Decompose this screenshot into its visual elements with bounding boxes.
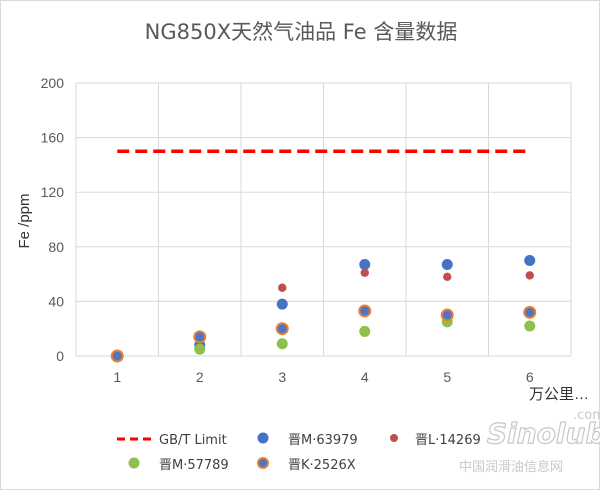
y-tick-label: 80 (48, 239, 64, 255)
point-series-2 (276, 338, 288, 350)
y-axis-label: Fe /ppm (16, 193, 33, 248)
point-series-3 (110, 349, 124, 363)
grid (75, 82, 572, 357)
point-series-3 (440, 308, 454, 322)
chart-title: NG850X天然气油品 Fe 含量数据 (145, 20, 458, 44)
legend-item-limit: GB/T Limit (117, 433, 227, 448)
x-tick-label: 4 (361, 369, 369, 385)
y-tick-label: 160 (41, 130, 65, 146)
x-tick-label: 2 (196, 369, 204, 385)
point-series-0 (359, 259, 371, 271)
legend-series-1-swatch (390, 434, 398, 442)
legend-series-2-swatch (128, 457, 140, 469)
point-series-1 (278, 283, 287, 292)
legend-series-0-label: 晋M·63979 (288, 433, 358, 448)
legend-series-3-swatch (257, 457, 269, 469)
x-tick-label: 5 (443, 369, 451, 385)
watermark-brand: Sinolub (487, 417, 600, 450)
point-series-1 (360, 268, 369, 277)
legend-item-series-2: 晋M·57789 (128, 457, 229, 473)
point-series-0 (524, 254, 536, 266)
legend-limit-label: GB/T Limit (159, 433, 227, 448)
point-series-3 (275, 322, 289, 336)
sinolub-watermark: Sinolub .com 中国润滑油信息网 (459, 408, 600, 475)
point-series-0 (441, 259, 453, 271)
point-series-2 (524, 320, 536, 332)
legend-item-series-1: 晋L·14269 (390, 433, 481, 448)
point-series-3 (523, 305, 537, 319)
y-tick-label: 40 (48, 293, 64, 309)
point-series-1 (525, 271, 534, 280)
point-series-2 (194, 343, 206, 355)
legend-series-0-swatch (257, 432, 269, 444)
x-axis-label: 万公里… (529, 386, 589, 403)
y-tick-label: 120 (41, 184, 65, 200)
legend-item-series-0: 晋M·63979 (257, 432, 358, 448)
watermark-domain: .com (573, 408, 600, 423)
x-tick-label: 3 (278, 369, 286, 385)
point-series-3 (193, 330, 207, 344)
legend-series-2-label: 晋M·57789 (159, 458, 229, 473)
legend-series-1-label: 晋L·14269 (415, 433, 481, 448)
legend: GB/T Limit 晋M·63979 晋L·14269 晋M·57789 晋K… (117, 432, 481, 473)
legend-item-series-3: 晋K·2526X (257, 457, 356, 473)
points-layer (110, 254, 537, 363)
legend-series-3-label: 晋K·2526X (288, 458, 356, 473)
point-series-0 (276, 298, 288, 310)
point-series-1 (443, 272, 452, 282)
point-series-2 (359, 325, 371, 337)
watermark-subtitle: 中国润滑油信息网 (459, 459, 563, 475)
x-tick-labels: 1 2 3 4 5 6 (113, 369, 534, 385)
y-tick-labels: 0 40 80 120 160 200 (41, 75, 65, 364)
y-tick-label: 200 (41, 75, 65, 91)
y-tick-label: 0 (56, 348, 64, 364)
point-series-3 (358, 304, 372, 318)
x-tick-label: 1 (113, 369, 121, 385)
x-tick-label: 6 (526, 369, 534, 385)
